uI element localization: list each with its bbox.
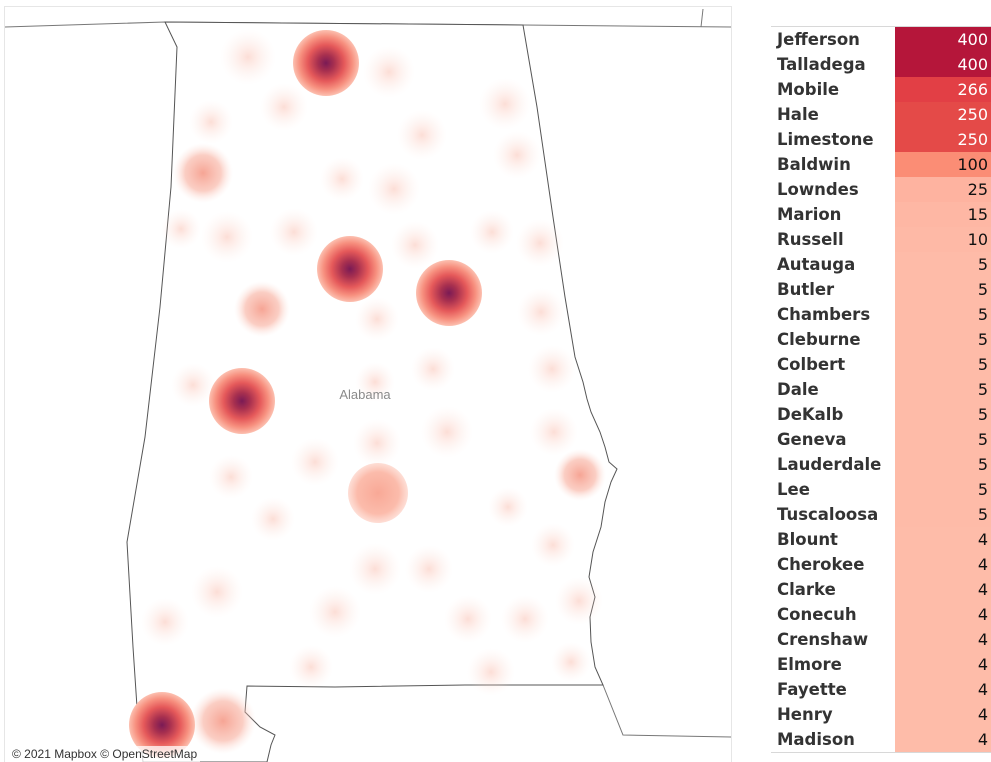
county-row[interactable]: Fayette 4: [771, 677, 991, 702]
county-name: Madison: [777, 730, 855, 749]
county-name: Henry: [777, 705, 833, 724]
county-name: Hale: [777, 105, 819, 124]
county-name: Elmore: [777, 655, 842, 674]
county-row[interactable]: Mobile 266: [771, 77, 991, 102]
county-row[interactable]: Clarke 4: [771, 577, 991, 602]
county-name: Chambers: [777, 305, 871, 324]
map-attribution[interactable]: © 2021 Mapbox © OpenStreetMap: [9, 746, 201, 762]
county-row[interactable]: Russell 10: [771, 227, 991, 252]
county-value-cell: 5: [895, 377, 991, 402]
county-value-cell: 4: [895, 602, 991, 627]
county-value-cell: 15: [895, 202, 991, 227]
county-name: Lee: [777, 480, 810, 499]
county-row[interactable]: Lowndes 25: [771, 177, 991, 202]
county-row[interactable]: Colbert 5: [771, 352, 991, 377]
county-value-cell: 4: [895, 627, 991, 652]
county-row[interactable]: Marion 15: [771, 202, 991, 227]
county-name: Talladega: [777, 55, 866, 74]
county-value-cell: 5: [895, 427, 991, 452]
county-name: Limestone: [777, 130, 874, 149]
county-row[interactable]: DeKalb 5: [771, 402, 991, 427]
county-name: Cleburne: [777, 330, 861, 349]
county-name: Marion: [777, 205, 842, 224]
county-row[interactable]: Autauga 5: [771, 252, 991, 277]
county-name: Blount: [777, 530, 838, 549]
county-row[interactable]: Henry 4: [771, 702, 991, 727]
county-value-cell: 5: [895, 502, 991, 527]
county-value-cell: 5: [895, 352, 991, 377]
county-value-cell: 4: [895, 552, 991, 577]
medium-heat-blobs: [173, 143, 606, 754]
county-value-cell: 5: [895, 477, 991, 502]
county-value-table: Jefferson 400 Talladega 400 Mobile 266 Hale 250…: [771, 26, 991, 753]
county-value-cell: 250: [895, 102, 991, 127]
county-value-cell: 4: [895, 577, 991, 602]
county-name: Lowndes: [777, 180, 859, 199]
county-value-cell: 5: [895, 252, 991, 277]
county-value-cell: 4: [895, 727, 991, 752]
state-label: Alabama: [339, 387, 391, 402]
county-value-cell: 5: [895, 452, 991, 477]
county-row[interactable]: Madison 4: [771, 727, 991, 752]
county-value-cell: 5: [895, 402, 991, 427]
map-panel[interactable]: Alabama © 2021 Mapbox © OpenStreetMap: [4, 6, 732, 762]
county-name: Baldwin: [777, 155, 851, 174]
county-row[interactable]: Lauderdale 5: [771, 452, 991, 477]
county-row[interactable]: Talladega 400: [771, 52, 991, 77]
county-row[interactable]: Jefferson 400: [771, 27, 991, 52]
county-value-cell: 100: [895, 152, 991, 177]
county-row[interactable]: Geneva 5: [771, 427, 991, 452]
county-row[interactable]: Elmore 4: [771, 652, 991, 677]
county-value-cell: 4: [895, 677, 991, 702]
county-row[interactable]: Crenshaw 4: [771, 627, 991, 652]
county-row[interactable]: Cleburne 5: [771, 327, 991, 352]
county-row[interactable]: Dale 5: [771, 377, 991, 402]
county-name: Conecuh: [777, 605, 857, 624]
county-value-cell: 4: [895, 527, 991, 552]
county-name: Cherokee: [777, 555, 865, 574]
county-value-cell: 5: [895, 302, 991, 327]
county-name: Colbert: [777, 355, 846, 374]
county-name: Geneva: [777, 430, 847, 449]
county-value-cell: 4: [895, 702, 991, 727]
county-name: DeKalb: [777, 405, 844, 424]
county-row[interactable]: Tuscaloosa 5: [771, 502, 991, 527]
county-name: Lauderdale: [777, 455, 882, 474]
neighbor-boundary-corner: [700, 8, 704, 28]
county-row[interactable]: Lee 5: [771, 477, 991, 502]
county-row[interactable]: Butler 5: [771, 277, 991, 302]
county-value-cell: 266: [895, 77, 991, 102]
county-value-cell: 10: [895, 227, 991, 252]
county-name: Mobile: [777, 80, 840, 99]
alabama-map[interactable]: [5, 7, 731, 762]
faint-heat-blobs: [141, 29, 603, 696]
county-row[interactable]: Hale 250: [771, 102, 991, 127]
county-row[interactable]: Chambers 5: [771, 302, 991, 327]
county-name: Clarke: [777, 580, 836, 599]
county-row[interactable]: Blount 4: [771, 527, 991, 552]
county-name: Dale: [777, 380, 819, 399]
county-row[interactable]: Baldwin 100: [771, 152, 991, 177]
county-row[interactable]: Conecuh 4: [771, 602, 991, 627]
county-row[interactable]: Cherokee 4: [771, 552, 991, 577]
county-value-cell: 5: [895, 277, 991, 302]
hot-heat-spots: [129, 30, 482, 758]
county-value-cell: 400: [895, 27, 991, 52]
county-value-cell: 4: [895, 652, 991, 677]
county-name: Jefferson: [777, 30, 860, 49]
county-name: Autauga: [777, 255, 856, 274]
county-name: Crenshaw: [777, 630, 869, 649]
neighbor-boundary-bottom: [602, 684, 731, 738]
county-name: Butler: [777, 280, 835, 299]
county-name: Fayette: [777, 680, 847, 699]
county-name: Tuscaloosa: [777, 505, 879, 524]
county-row[interactable]: Limestone 250: [771, 127, 991, 152]
county-name: Russell: [777, 230, 844, 249]
county-value-cell: 400: [895, 52, 991, 77]
county-value-cell: 25: [895, 177, 991, 202]
county-value-cell: 5: [895, 327, 991, 352]
county-value-cell: 250: [895, 127, 991, 152]
